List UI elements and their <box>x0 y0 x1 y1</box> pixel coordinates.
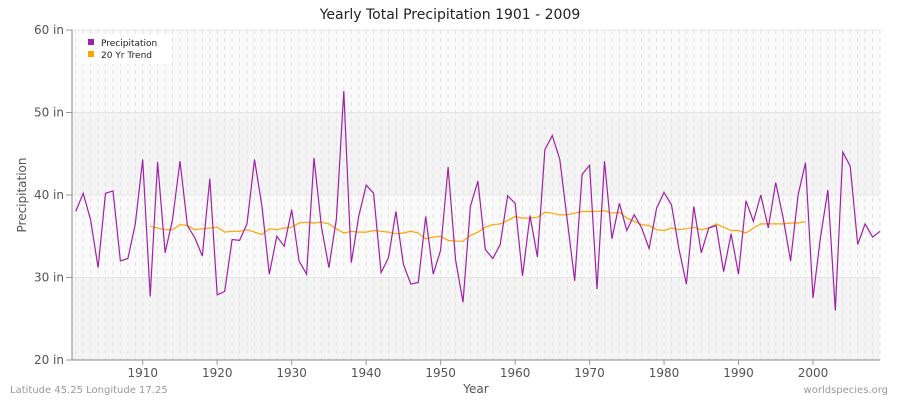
series-line-precipitation <box>75 90 881 311</box>
footer-location: Latitude 45.25 Longitude 17.25 <box>10 385 168 396</box>
x-axis-label: Year <box>462 382 488 396</box>
grid-band <box>72 30 880 113</box>
chart-title: Yearly Total Precipitation 1901 - 2009 <box>319 7 581 23</box>
grid-band <box>72 195 880 278</box>
x-tick-label: 1950 <box>425 366 456 380</box>
x-tick-label: 2000 <box>798 366 829 380</box>
x-tick-label: 1930 <box>276 366 307 380</box>
x-tick-label: 1960 <box>500 366 531 380</box>
y-tick-label: 60 in <box>34 23 64 37</box>
y-tick-label: 40 in <box>34 188 64 202</box>
y-tick-label: 30 in <box>34 271 64 285</box>
y-axis-label: Precipitation <box>15 157 29 232</box>
legend-label: 20 Yr Trend <box>101 51 152 61</box>
x-tick-label: 1910 <box>127 366 158 380</box>
x-tick-label: 1980 <box>649 366 680 380</box>
y-tick-label: 50 in <box>34 106 64 120</box>
x-tick-label: 1990 <box>723 366 754 380</box>
x-tick-label: 1920 <box>202 366 233 380</box>
y-tick-label: 20 in <box>34 353 64 367</box>
x-tick-label: 1940 <box>351 366 382 380</box>
series-line-20-yr-trend <box>150 210 806 242</box>
legend-label: Precipitation <box>101 39 157 49</box>
legend-box <box>80 34 172 64</box>
grid-band <box>72 112 880 195</box>
x-tick-label: 1970 <box>574 366 605 380</box>
legend-swatch <box>88 51 94 57</box>
footer-source: worldspecies.org <box>803 385 888 396</box>
legend-swatch <box>88 39 94 45</box>
grid-band <box>72 277 880 360</box>
